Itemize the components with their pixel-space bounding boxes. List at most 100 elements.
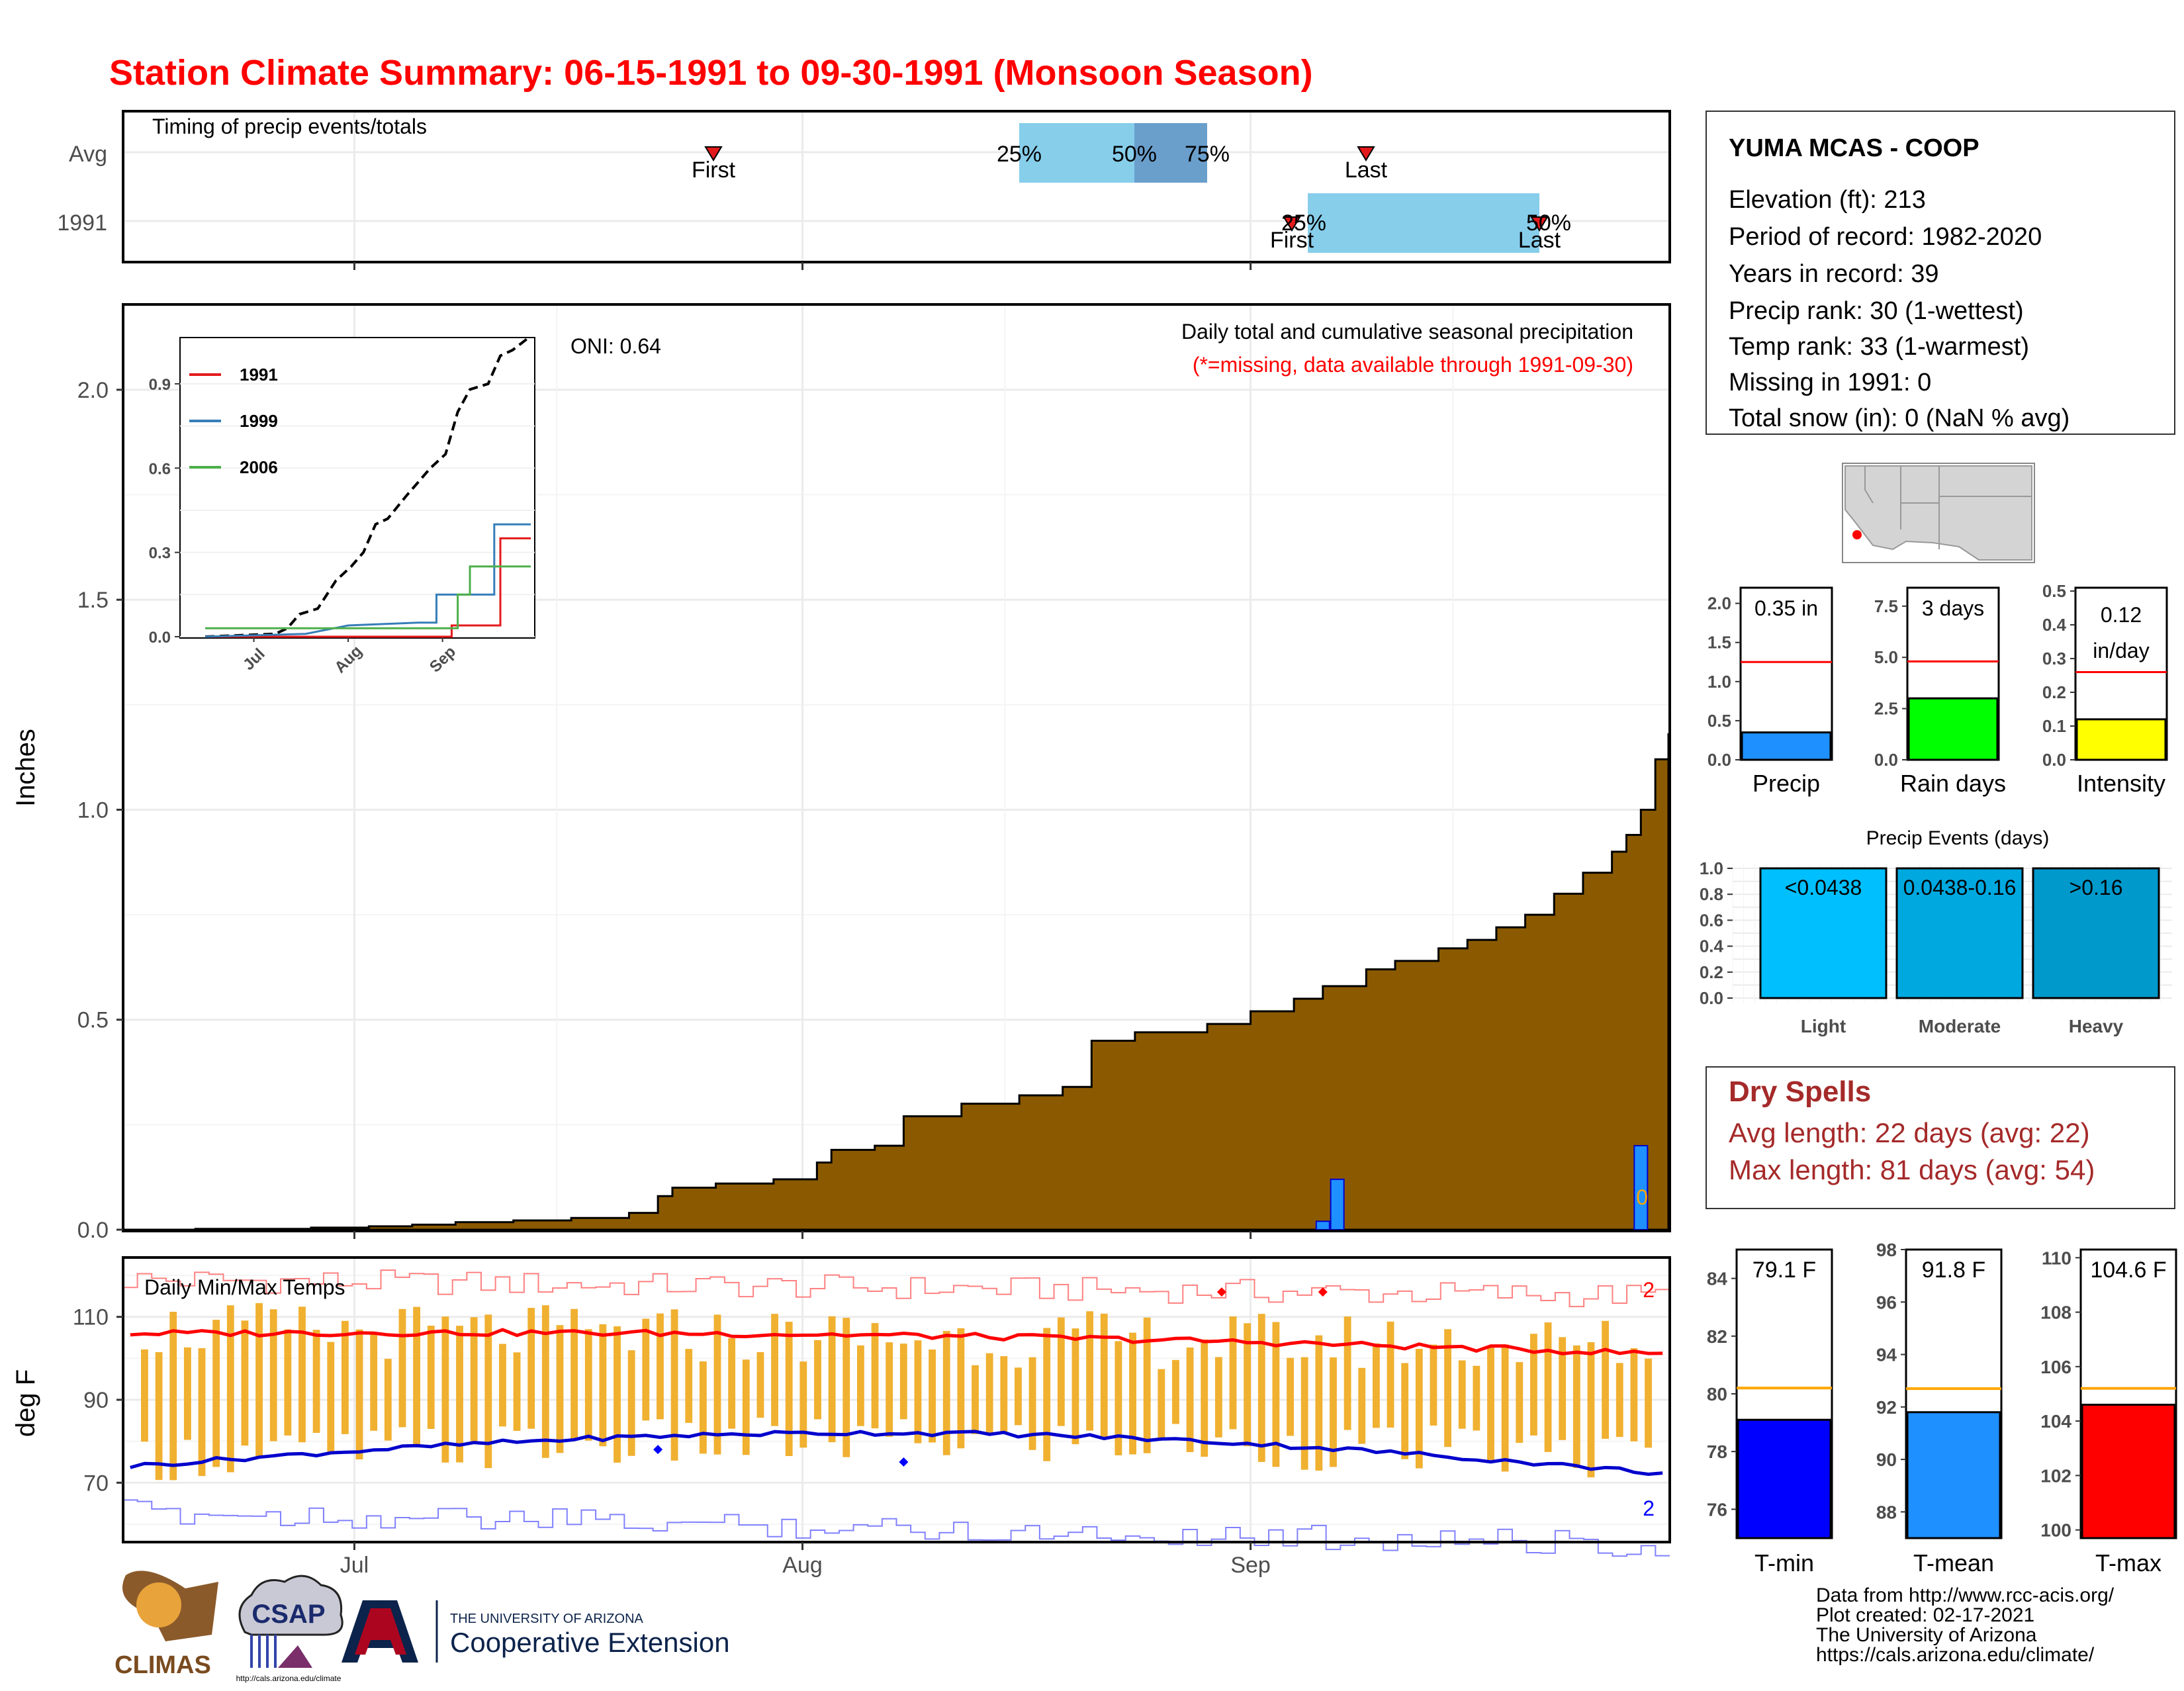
daily-temp-bar <box>1630 1348 1638 1441</box>
daily-temp-bar <box>670 1309 678 1461</box>
summary-bar-ytick-label: 5.0 <box>1874 647 1898 667</box>
daily-temp-bar <box>657 1313 664 1420</box>
temp-bar-ytick-label: 96 <box>1876 1292 1897 1312</box>
daily-temp-bar <box>1043 1328 1051 1461</box>
daily-temp-bar <box>771 1314 778 1426</box>
temp-bar-name: T-max <box>2095 1549 2161 1577</box>
daily-temp-bar <box>226 1305 234 1473</box>
temp-bar-ytick-label: 108 <box>2040 1303 2071 1323</box>
daily-temp-bar <box>298 1306 306 1443</box>
station-precip-rank: Precip rank: 30 (1-wettest) <box>1729 297 2024 325</box>
daily-temp-bar <box>1415 1349 1423 1469</box>
daily-temp-bar <box>1516 1362 1524 1443</box>
daily-temp-bar <box>785 1322 793 1457</box>
daily-temp-bar <box>814 1340 821 1420</box>
daily-temp-bar <box>699 1361 707 1454</box>
inset-legend-label: 1991 <box>240 365 278 385</box>
timing-avg-50-75-bar <box>1134 123 1207 183</box>
locator-map <box>1842 463 2035 563</box>
daily-temp-bar <box>957 1328 965 1449</box>
timing-year-25-75-bar <box>1308 193 1539 253</box>
station-years: Years in record: 39 <box>1729 260 1939 288</box>
ua-big-text: Cooperative Extension <box>450 1627 730 1658</box>
csap-cloud <box>238 1575 343 1636</box>
events-ytick-label: 0.0 <box>1700 988 1723 1008</box>
events-ytick-label: 0.4 <box>1700 937 1724 956</box>
daily-temp-bar <box>899 1344 907 1420</box>
precip-ylabel: Inches <box>11 729 40 807</box>
summary-bar-Intensity <box>2075 718 2167 761</box>
temp-bar-ytick-label: 104 <box>2040 1411 2071 1432</box>
summary-bar-value: 0.35 in <box>1754 596 1818 620</box>
csap-rain-lines <box>250 1635 277 1668</box>
events-ytick-label: 0.8 <box>1700 884 1723 904</box>
summary-bar-ytick-label: 1.0 <box>1707 672 1731 692</box>
timing-label: Timing of precip events/totals <box>152 114 427 138</box>
precip-ytick-label: 1.5 <box>77 588 109 613</box>
events-bar-name: Moderate <box>1919 1016 2001 1036</box>
daily-temp-bar <box>685 1349 693 1423</box>
daily-temp-bar <box>413 1306 421 1445</box>
summary-bar-ytick-label: 0.5 <box>2042 581 2066 601</box>
summary-bar-ytick-label: 0.4 <box>2042 615 2067 635</box>
daily-temp-bar <box>1315 1335 1323 1471</box>
temp-bar-T-min <box>1737 1418 1832 1539</box>
temp-marks <box>123 1269 1670 1557</box>
record-high-marker <box>1216 1287 1226 1297</box>
record-low-marker <box>653 1445 663 1455</box>
csap-url: http://cals.arizona.edu/climate <box>236 1674 341 1683</box>
precip-ytick-label: 0.5 <box>77 1008 109 1033</box>
summary-bar-Precip <box>1741 731 1832 761</box>
timing-avg-p50: 50% <box>1112 142 1157 167</box>
daily-temp-bar <box>355 1329 363 1460</box>
daily-temp-bar <box>484 1314 492 1469</box>
events-bar-label: >0.16 <box>2070 876 2123 899</box>
daily-temp-bar <box>1000 1356 1008 1434</box>
dry-spells-frame <box>1706 1066 2175 1209</box>
daily-temp-bar <box>985 1353 993 1435</box>
temp-bar-T-mean <box>1906 1411 2001 1539</box>
summary-bar-ytick-label: 0.3 <box>2042 649 2066 668</box>
daily-temp-bar <box>341 1320 349 1434</box>
oni-label: ONI: 0.64 <box>570 334 661 358</box>
inset-ytick-label: 0.0 <box>149 629 171 647</box>
daily-temp-bar <box>1129 1332 1136 1455</box>
temp-ytick-label: 90 <box>83 1388 109 1413</box>
temp-bar-name: T-min <box>1754 1549 1814 1577</box>
daily-temp-bar <box>929 1349 936 1443</box>
daily-temp-bar <box>1372 1343 1380 1428</box>
missing-count: 0 <box>1636 1185 1648 1209</box>
avg-min-line <box>130 1430 1663 1476</box>
summary-bar-value: 0.12 <box>2101 603 2142 627</box>
precip-panel: 0.0 0.5 1.0 1.5 2.0 Inches Daily total and c… <box>11 303 1671 1243</box>
daily-temp-bar <box>541 1305 549 1458</box>
timing-year-p25: 25% <box>1281 210 1326 236</box>
daily-temp-bar <box>398 1308 406 1428</box>
summary-bar-ytick-label: 2.0 <box>1707 594 1731 614</box>
footer-data-source: Data from http://www.rcc-acis.org/ <box>1816 1584 2115 1606</box>
inset-series-1999 <box>205 523 531 638</box>
daily-temp-bar <box>1244 1323 1251 1447</box>
daily-temp-bar <box>614 1326 621 1463</box>
daily-temp-bar <box>370 1334 378 1431</box>
daily-temp-bar <box>1287 1357 1294 1436</box>
summary-bar-ytick-label: 7.5 <box>1874 596 1898 616</box>
daily-temp-bar <box>269 1309 277 1441</box>
events-bar-label: <0.0438 <box>1785 876 1862 899</box>
daily-temp-bar <box>1387 1321 1394 1428</box>
temp-bar-ytick-label: 106 <box>2040 1357 2071 1377</box>
timing-year-last-marker <box>1530 216 1549 232</box>
events-bar-label: 0.0438-0.16 <box>1903 876 2017 899</box>
daily-temp-bar <box>556 1325 564 1453</box>
temp-bar-ytick-label: 76 <box>1707 1499 1727 1520</box>
daily-temp-bar <box>1071 1328 1079 1445</box>
events-chart: Precip Events (days) 0.0 0.2 0.4 0.6 0.8 1.0 <0… <box>1700 827 2172 1036</box>
climas-sun <box>136 1582 181 1627</box>
timing-row-year: 1991 <box>57 210 107 236</box>
daily-temp-bar <box>1501 1344 1509 1472</box>
record-low-marker <box>899 1457 909 1467</box>
daily-temp-bar <box>828 1316 836 1443</box>
events-bar-Light <box>1759 867 1888 999</box>
temp-bar-T-max <box>2081 1403 2176 1539</box>
